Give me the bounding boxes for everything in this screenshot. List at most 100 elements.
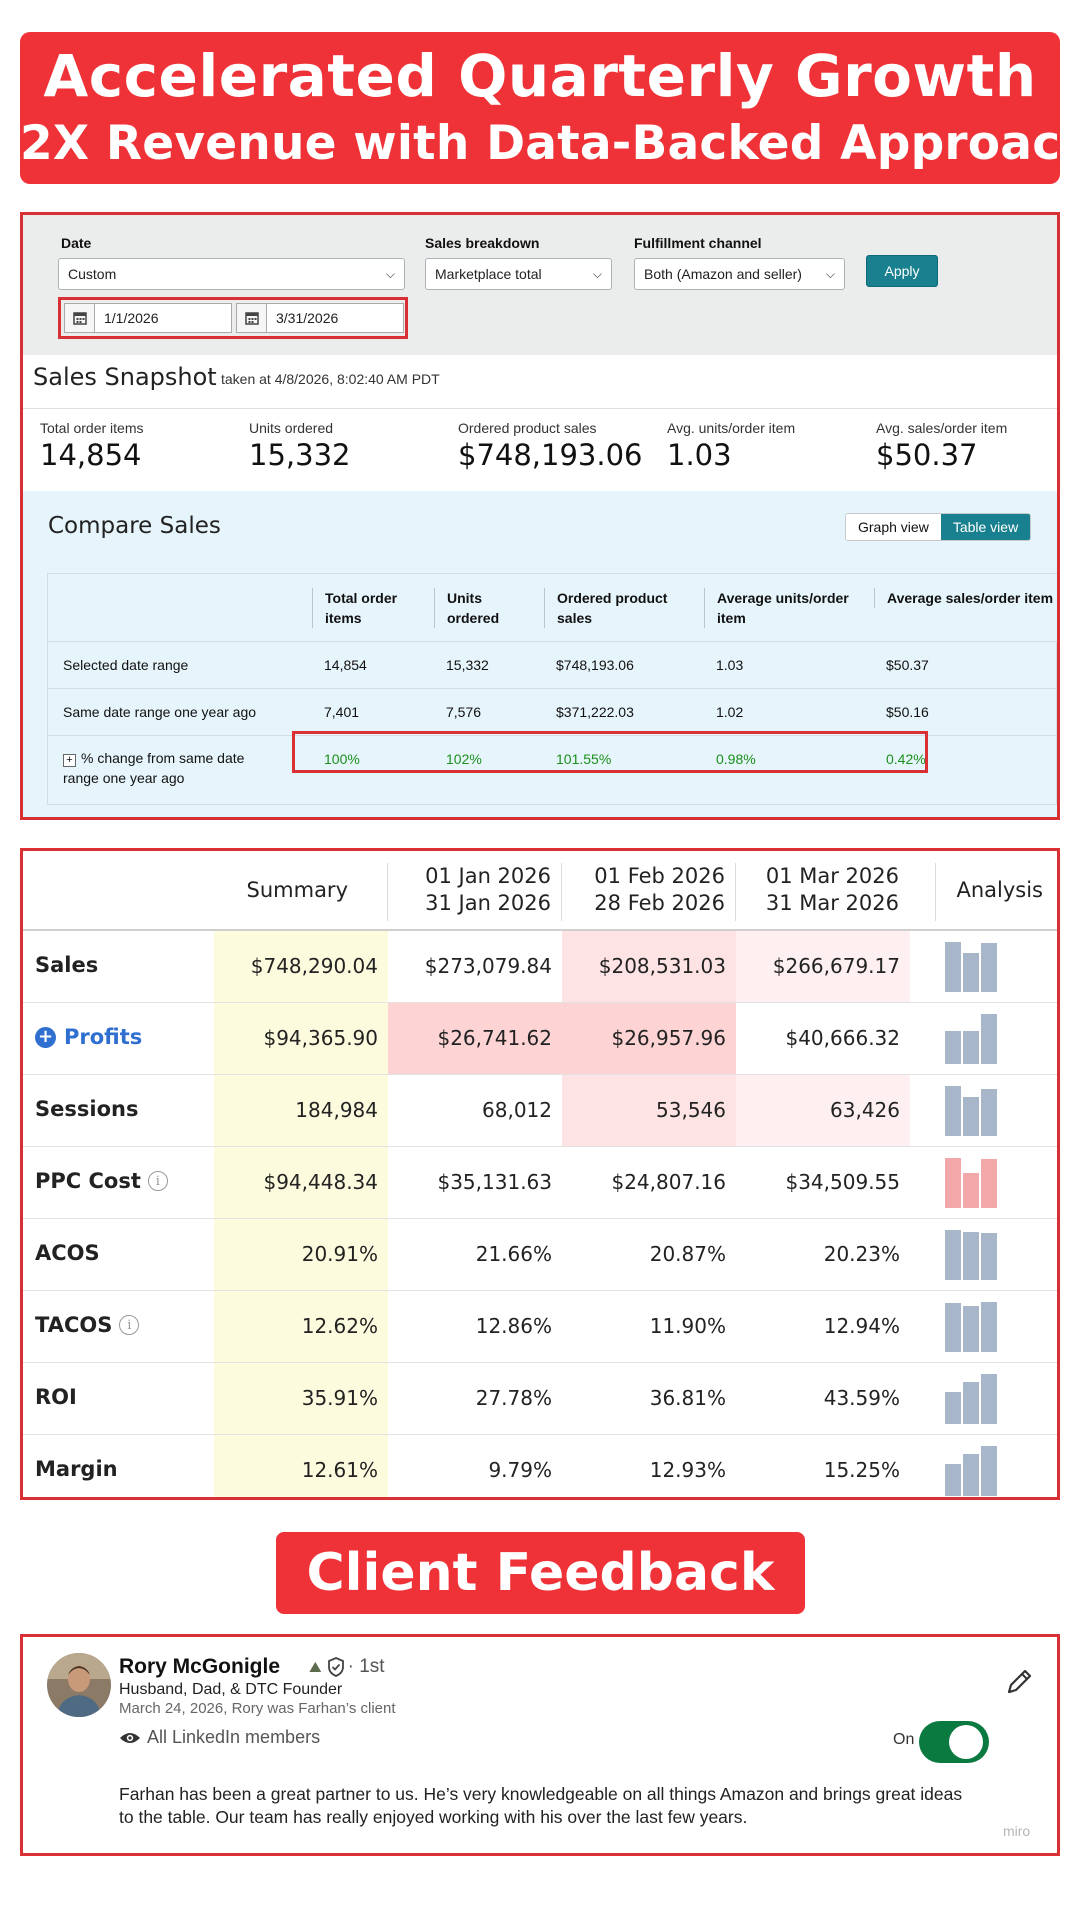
- jan-cell: $35,131.63: [437, 1170, 552, 1194]
- apply-button[interactable]: Apply: [866, 255, 938, 287]
- date-select[interactable]: Custom ⌵: [58, 258, 405, 290]
- table-row: Selected date range 14,854 15,332 $748,1…: [48, 642, 1057, 689]
- metric-avg-sales: Avg. sales/order item $50.37: [876, 420, 1007, 472]
- feb-end: 28 Feb 2026: [594, 891, 725, 915]
- client-feedback-heading: Client Feedback: [276, 1532, 805, 1614]
- compare-sales-title: Compare Sales: [48, 513, 221, 539]
- row-label-sales: Sales: [35, 953, 98, 977]
- metric-ordered-product-sales: Ordered product sales $748,193.06: [458, 420, 643, 472]
- cell: 7,576: [446, 704, 482, 720]
- jan-start: 01 Jan 2026: [425, 864, 551, 888]
- label-text: TACOS: [35, 1313, 113, 1337]
- metric-label: Avg. units/order item: [667, 420, 796, 436]
- metric-label: Ordered product sales: [458, 420, 597, 436]
- calendar-icon[interactable]: [65, 304, 95, 332]
- grid-header: Summary 01 Jan 2026 31 Jan 2026 01 Feb 2…: [23, 851, 1057, 931]
- mar-start: 01 Mar 2026: [765, 864, 899, 888]
- channel-label: Fulfillment channel: [634, 235, 762, 251]
- feb-cell: $26,957.96: [562, 1003, 736, 1074]
- mountain-icon: ⛰: [309, 1658, 322, 1676]
- analysis-header: Analysis: [956, 878, 1043, 902]
- divider: [735, 863, 736, 921]
- date-range-highlight: 1/1/2026 3/31/2026: [58, 297, 408, 339]
- grid-row-roi: ROI 35.91% 27.78% 36.81% 43.59%: [23, 1363, 1057, 1435]
- jan-cell: 9.79%: [488, 1458, 552, 1482]
- cell: 15,332: [446, 657, 489, 673]
- compare-sales-section: Compare Sales Graph view Table view Tota…: [23, 491, 1057, 817]
- metric-total-order-items: Total order items 14,854: [40, 420, 143, 472]
- feb-cell: $208,531.03: [562, 931, 736, 1002]
- end-date-field[interactable]: 3/31/2026: [236, 303, 404, 333]
- reviewer-meta: ⛰ · 1st: [309, 1656, 385, 1678]
- fulfillment-channel-select[interactable]: Both (Amazon and seller) ⌵: [634, 258, 845, 290]
- date-select-value: Custom: [68, 266, 117, 282]
- visibility-setting[interactable]: All LinkedIn members: [119, 1727, 320, 1748]
- col-header: Ordered product sales: [544, 588, 694, 628]
- expand-icon[interactable]: +: [63, 754, 76, 767]
- info-icon[interactable]: i: [119, 1315, 140, 1335]
- date-label: Date: [61, 235, 92, 251]
- expand-plus-icon[interactable]: +: [35, 1026, 56, 1048]
- banner-title: Accelerated Quarterly Growth: [43, 42, 1037, 110]
- eye-icon: [120, 1732, 140, 1743]
- row-label-roi: ROI: [35, 1385, 77, 1409]
- mar-cell: 20.23%: [823, 1242, 900, 1266]
- metric-value: 14,854: [40, 438, 142, 472]
- mar-cell: 12.94%: [823, 1314, 900, 1338]
- sparkline-sales: [945, 942, 997, 992]
- grid-row-sessions: Sessions 184,984 68,012 53,546 63,426: [23, 1075, 1057, 1147]
- row-label: Same date range one year ago: [63, 704, 257, 720]
- info-icon[interactable]: i: [147, 1171, 168, 1191]
- snapshot-header: [23, 355, 1057, 409]
- visibility-label: All LinkedIn members: [147, 1727, 321, 1747]
- metric-units-ordered: Units ordered 15,332: [249, 420, 350, 472]
- recommendation-text: Farhan has been a great partner to us. H…: [119, 1784, 963, 1827]
- connection-degree: · 1st: [347, 1656, 385, 1677]
- recommendation-card: Rory McGonigle ⛰ · 1st Husband, Dad, & D…: [20, 1634, 1060, 1856]
- channel-select-value: Both (Amazon and seller): [644, 266, 802, 282]
- edit-pencil-icon[interactable]: [1004, 1667, 1034, 1697]
- avatar[interactable]: [47, 1653, 111, 1717]
- summary-cell: $748,290.04: [214, 931, 388, 1002]
- grid-row-margin: Margin 12.61% 9.79% 12.93% 15.25%: [23, 1435, 1057, 1497]
- jan-header: 01 Jan 2026 31 Jan 2026: [387, 863, 561, 917]
- metric-label: Units ordered: [249, 420, 334, 436]
- cell: $371,222.03: [556, 704, 634, 720]
- chevron-down-icon: ⌵: [825, 266, 835, 281]
- table-row: +% change from same date range one year …: [48, 736, 1057, 806]
- sales-dashboard-panel: Date Custom ⌵ Sales breakdown Marketplac…: [20, 212, 1060, 820]
- feb-header: 01 Feb 2026 28 Feb 2026: [561, 863, 735, 917]
- metric-value: 1.03: [667, 438, 732, 472]
- graph-view-button[interactable]: Graph view: [846, 514, 941, 540]
- toggle-knob: [949, 1725, 983, 1759]
- col-header: Average units/order item: [704, 588, 869, 628]
- cell: 0.42%: [886, 751, 926, 767]
- table-view-button[interactable]: Table view: [940, 514, 1031, 540]
- end-date-value: 3/31/2026: [276, 310, 339, 326]
- cell: 7,401: [324, 704, 360, 720]
- sparkline-ppc-cost: [945, 1158, 997, 1208]
- feb-cell: 53,546: [562, 1075, 736, 1146]
- reviewer-name[interactable]: Rory McGonigle: [119, 1655, 281, 1678]
- metric-avg-units: Avg. units/order item 1.03: [667, 420, 795, 472]
- sales-breakdown-select[interactable]: Marketplace total ⌵: [425, 258, 612, 290]
- calendar-icon[interactable]: [237, 304, 267, 332]
- row-label-text: % change from same date range one year a…: [63, 750, 245, 786]
- metric-label: Avg. sales/order item: [876, 420, 1008, 436]
- grid-row-profits[interactable]: + Profits $94,365.90 $26,741.62 $26,957.9…: [23, 1003, 1057, 1075]
- jan-cell: 68,012: [482, 1098, 552, 1122]
- cell: 102%: [446, 751, 482, 767]
- sparkline-roi: [945, 1374, 997, 1424]
- row-label-tacos: TACOS i: [35, 1313, 140, 1337]
- feb-cell: 20.87%: [649, 1242, 726, 1266]
- cell: 14,854: [324, 657, 367, 673]
- start-date-value: 1/1/2026: [104, 310, 159, 326]
- cell: 1.03: [716, 657, 744, 673]
- mar-cell: $40,666.32: [785, 1026, 900, 1050]
- start-date-field[interactable]: 1/1/2026: [64, 303, 232, 333]
- visibility-toggle[interactable]: [919, 1721, 989, 1763]
- row-label-ppc-cost: PPC Cost i: [35, 1169, 168, 1193]
- row-label-profits[interactable]: + Profits: [35, 1025, 142, 1049]
- summary-cell: 184,984: [214, 1075, 388, 1146]
- metric-value: 15,332: [249, 438, 351, 472]
